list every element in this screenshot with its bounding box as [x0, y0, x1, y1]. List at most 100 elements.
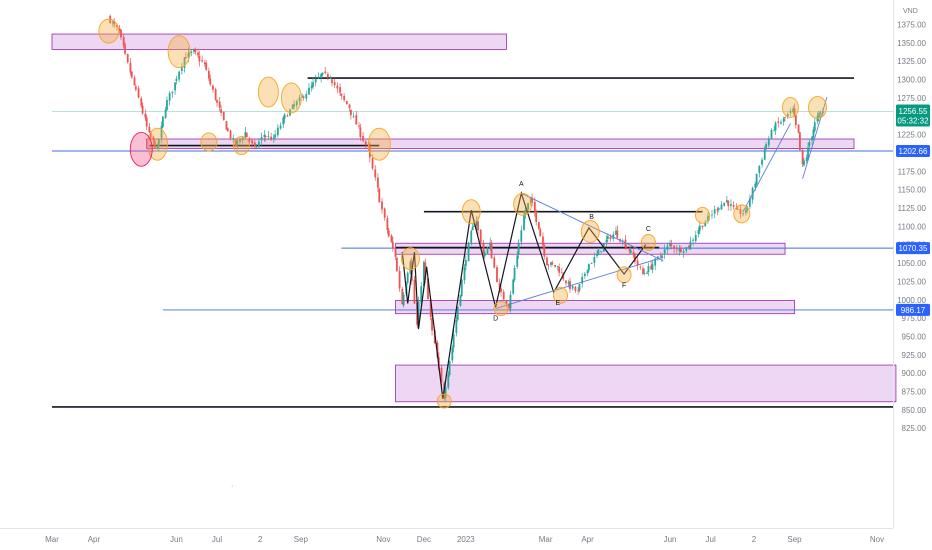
candle-body — [387, 230, 390, 237]
candle-body — [558, 267, 561, 273]
candle-body — [183, 57, 186, 68]
candle-body — [129, 62, 132, 73]
candle-body — [174, 82, 176, 91]
candle-body — [654, 258, 657, 266]
candle-body — [156, 146, 159, 149]
candle-body — [149, 132, 152, 138]
candle-body — [160, 126, 163, 138]
candle-body — [241, 137, 244, 141]
candle-body — [452, 334, 455, 348]
candle-body — [283, 114, 286, 119]
candle-body — [748, 198, 751, 207]
candle-body — [381, 201, 383, 210]
candle-body — [390, 235, 393, 242]
price-tick-label: 925.00 — [902, 351, 927, 360]
candle-body — [348, 104, 351, 109]
time-axis[interactable]: Mar Apr Jun Jul 2 Sep Nov Dec 2023 Mar Apr Jun Jul 2 S… — [45, 535, 884, 544]
trendline — [521, 192, 664, 262]
candle-body — [694, 235, 697, 242]
zigzag-pattern-line — [401, 191, 647, 399]
candle-body — [597, 249, 600, 256]
candle-body — [496, 267, 498, 282]
candle-body — [556, 265, 559, 267]
highlight-circle — [513, 192, 533, 216]
candle-body — [793, 108, 796, 117]
candle-body — [817, 113, 820, 118]
candle-body — [276, 127, 279, 136]
candle-body — [378, 188, 381, 203]
candle-body — [746, 206, 749, 211]
candle-body — [327, 74, 329, 78]
candle-body — [500, 288, 502, 293]
candle-body — [279, 125, 282, 129]
candle-body — [813, 122, 816, 131]
candle-body — [615, 230, 617, 235]
current-price-countdown: 05:32:32 — [897, 116, 929, 125]
price-tag — [896, 303, 930, 316]
candle-body — [551, 262, 554, 265]
candle-body — [546, 257, 548, 266]
candle-body — [763, 149, 766, 160]
candle-body — [517, 243, 520, 255]
candle-body — [212, 85, 214, 90]
candle-body — [374, 169, 377, 178]
candle-body — [688, 245, 690, 249]
candle-body — [720, 204, 723, 210]
candle-body — [657, 256, 659, 259]
candle-body — [812, 129, 815, 138]
candle-body — [222, 111, 225, 121]
candle-body — [636, 260, 639, 266]
time-tick-label: Jun — [664, 535, 677, 544]
candle-body — [229, 130, 232, 139]
candle-body — [310, 85, 313, 89]
time-tick-label: Nov — [376, 535, 390, 544]
candle-body — [606, 236, 609, 240]
candle-body — [320, 73, 323, 78]
time-tick-label: Dec — [417, 535, 431, 544]
candle-body — [596, 254, 598, 257]
candle-body — [236, 140, 239, 145]
candle-body — [122, 36, 125, 46]
candle-body — [141, 105, 144, 114]
candle-body — [473, 226, 475, 227]
price-tick-label: 1025.00 — [897, 277, 926, 286]
highlight-circle — [640, 234, 656, 251]
candle-body — [736, 209, 739, 210]
candle-body — [670, 244, 673, 246]
candle-body — [629, 250, 632, 253]
candle-body — [371, 158, 374, 169]
candle-body — [682, 251, 685, 253]
time-tick-label: 2023 — [457, 535, 475, 544]
pattern-point-label: F — [622, 282, 626, 289]
candle-body — [742, 213, 745, 215]
price-tick-label: 1350.00 — [897, 39, 926, 48]
candle-body — [666, 246, 669, 250]
candle-body — [193, 49, 195, 52]
current-price-tag — [896, 104, 930, 127]
candle-body — [723, 202, 726, 206]
price-axis[interactable]: 825.00 850.00 875.00 900.00 925.00 950.00 975.… — [897, 21, 926, 434]
candle-body — [248, 138, 251, 142]
price-tag-value: 986.17 — [901, 306, 926, 315]
candle-body — [359, 127, 362, 138]
time-tick-label: 2 — [752, 535, 757, 544]
candle-body — [153, 140, 156, 149]
candle-body — [333, 82, 336, 86]
candle-body — [134, 86, 137, 90]
trendline — [742, 123, 791, 212]
candle-body — [308, 87, 310, 95]
candle-body — [225, 121, 228, 130]
highlight-circle — [695, 206, 710, 224]
candle-body — [324, 71, 327, 73]
candle-body — [126, 54, 129, 63]
price-tick-label: 825.00 — [902, 424, 927, 433]
drawings-layer — [401, 97, 828, 399]
pattern-point-label: A — [519, 181, 524, 188]
support-resistance-zone — [395, 300, 795, 315]
highlight-circle — [232, 136, 250, 156]
candle-body — [560, 272, 563, 274]
candle-body — [194, 49, 197, 53]
price-tag-value: 1202.66 — [899, 147, 928, 156]
